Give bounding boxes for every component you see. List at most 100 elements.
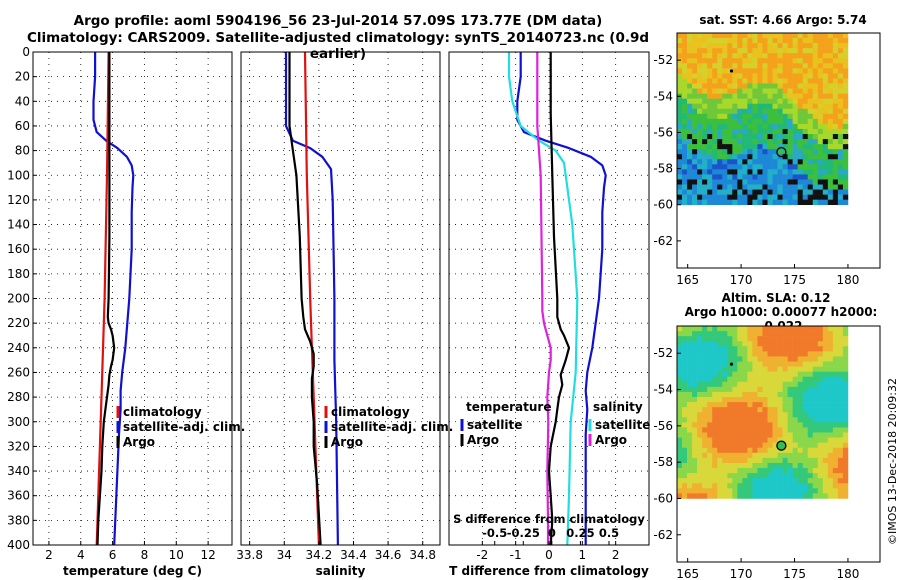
field-cell <box>742 174 748 180</box>
field-cell <box>817 128 824 135</box>
field-cell <box>802 336 809 342</box>
field-cell <box>782 376 788 383</box>
field-cell <box>772 386 778 393</box>
field-cell <box>707 184 713 190</box>
field-cell <box>827 341 834 347</box>
field-cell <box>707 118 713 125</box>
field-cell <box>792 346 798 352</box>
field-cell <box>747 98 753 105</box>
field-cell <box>702 53 708 59</box>
field-cell <box>702 397 708 403</box>
field-cell <box>742 68 748 74</box>
field-cell <box>762 128 768 135</box>
field-cell <box>702 371 708 378</box>
field-cell <box>782 194 788 200</box>
y-tick-label: 400 <box>7 538 30 552</box>
y-tick-label: 260 <box>7 365 30 379</box>
field-cell <box>717 412 723 418</box>
field-cell <box>692 483 698 489</box>
field-cell <box>712 493 718 499</box>
field-cell <box>677 427 683 433</box>
field-cell <box>707 68 713 74</box>
field-cell <box>747 356 753 362</box>
field-cell <box>792 164 798 170</box>
field-cell <box>772 184 778 190</box>
field-cell <box>747 432 753 438</box>
field-cell <box>777 437 783 443</box>
field-cell <box>807 134 814 140</box>
field-cell <box>682 381 688 388</box>
field-cell <box>697 174 703 180</box>
field-cell <box>802 63 809 69</box>
field-cell <box>782 184 788 190</box>
field-cell <box>782 462 788 469</box>
field-cell <box>742 326 748 332</box>
field-cell <box>812 139 819 145</box>
field-cell <box>697 98 703 105</box>
field-cell <box>687 184 693 190</box>
map-y-tick-label: -52 <box>653 346 673 360</box>
field-cell <box>732 154 738 160</box>
field-cell <box>837 407 844 413</box>
field-cell <box>772 88 778 94</box>
field-cell <box>747 478 753 484</box>
field-cell <box>742 113 748 120</box>
field-cell <box>697 194 703 200</box>
field-cell <box>702 407 708 413</box>
field-cell <box>822 58 829 64</box>
x-axis-label: salinity <box>316 564 366 578</box>
field-cell <box>827 407 834 413</box>
field-cell <box>702 468 708 474</box>
field-cell <box>722 452 728 459</box>
field-cell <box>712 417 718 423</box>
field-cell <box>692 118 698 125</box>
field-cell <box>692 462 698 469</box>
field-cell <box>777 128 783 135</box>
field-cell <box>697 159 703 165</box>
field-cell <box>782 356 788 362</box>
field-cell <box>772 478 778 484</box>
field-cell <box>822 361 829 367</box>
field-cell <box>682 397 688 403</box>
field-cell <box>737 397 743 403</box>
field-cell <box>737 341 743 347</box>
map-x-tick-label: 170 <box>730 567 753 580</box>
field-cell <box>782 402 788 408</box>
field-cell <box>717 468 723 474</box>
field-cell <box>797 128 803 135</box>
field-cell <box>762 483 768 489</box>
field-cell <box>722 43 728 49</box>
field-cell <box>807 427 814 433</box>
field-cell <box>717 144 723 150</box>
field-cell <box>802 199 809 206</box>
field-cell <box>712 442 718 449</box>
field-cell <box>757 194 763 200</box>
field-cell <box>742 134 748 140</box>
field-cell <box>817 427 824 433</box>
field-cell <box>787 483 793 489</box>
field-cell <box>802 128 809 135</box>
field-cell <box>777 144 783 150</box>
field-cell <box>802 341 809 347</box>
field-cell <box>787 331 793 337</box>
field-cell <box>792 473 798 479</box>
field-cell <box>777 118 783 125</box>
field-cell <box>767 326 773 332</box>
field-cell <box>817 169 824 175</box>
field-cell <box>682 493 688 499</box>
field-cell <box>837 103 844 110</box>
field-cell <box>827 164 834 170</box>
field-cell <box>677 73 683 79</box>
field-cell <box>682 144 688 150</box>
field-cell <box>817 134 824 140</box>
field-cell <box>757 381 763 388</box>
field-cell <box>712 43 718 49</box>
field-cell <box>677 144 683 150</box>
field-cell <box>687 366 693 372</box>
field-cell <box>767 371 773 378</box>
field-cell <box>807 473 814 479</box>
field-cell <box>707 432 713 438</box>
field-cell <box>767 407 773 413</box>
field-cell <box>677 63 683 69</box>
field-cell <box>762 164 768 170</box>
